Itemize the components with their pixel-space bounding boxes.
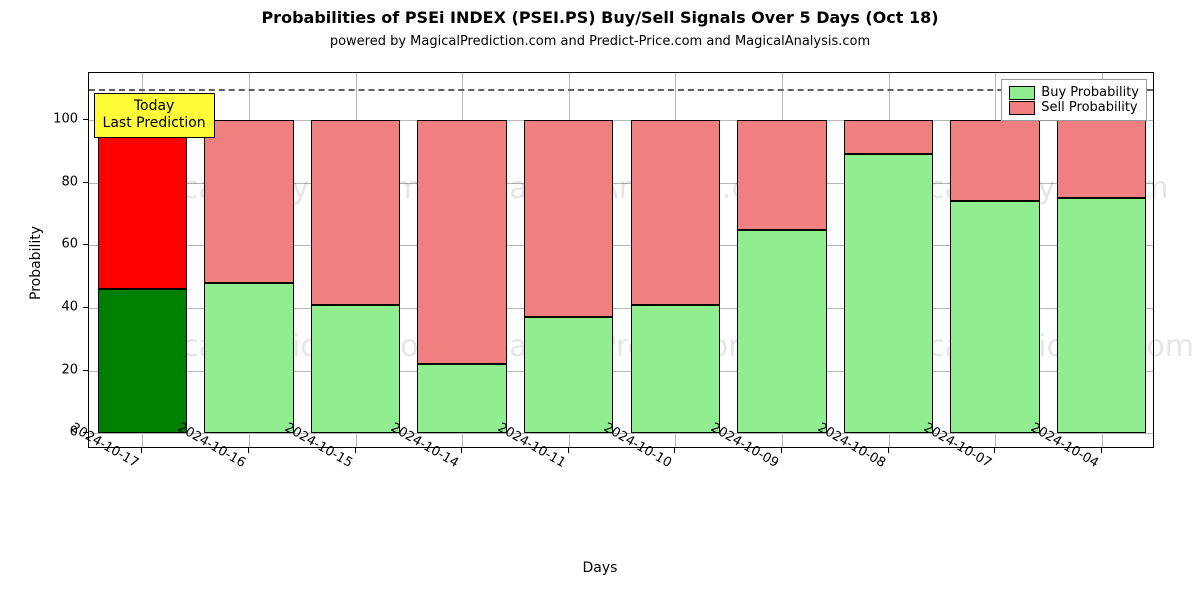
legend-swatch-buy xyxy=(1009,86,1035,100)
x-tick-mark xyxy=(461,448,462,453)
bar-buy xyxy=(98,289,188,433)
bar-sell xyxy=(524,120,614,317)
x-tick-mark xyxy=(994,448,995,453)
legend-item-buy: Buy Probability xyxy=(1009,85,1139,100)
legend-label-buy: Buy Probability xyxy=(1041,85,1139,100)
bar-buy xyxy=(844,154,934,433)
bar-sell xyxy=(417,120,507,364)
y-tick-mark xyxy=(83,307,88,308)
chart-figure: Probabilities of PSEi INDEX (PSEI.PS) Bu… xyxy=(0,0,1200,600)
y-tick-mark xyxy=(83,370,88,371)
annotation-line-1: Today xyxy=(103,98,206,116)
x-tick-mark xyxy=(248,448,249,453)
y-tick-label: 80 xyxy=(44,174,78,189)
bar-buy xyxy=(737,230,827,434)
y-tick-label: 100 xyxy=(44,112,78,127)
x-tick-mark xyxy=(888,448,889,453)
bar-sell xyxy=(98,120,188,289)
x-tick-mark xyxy=(674,448,675,453)
bar-sell xyxy=(950,120,1040,201)
legend: Buy Probability Sell Probability xyxy=(1001,79,1147,121)
bar-buy xyxy=(1057,198,1147,433)
x-tick-mark xyxy=(1101,448,1102,453)
bar-sell xyxy=(844,120,934,154)
y-tick-mark xyxy=(83,119,88,120)
threshold-line xyxy=(89,89,1153,91)
x-axis-label: Days xyxy=(0,560,1200,576)
bar-sell xyxy=(204,120,294,283)
x-tick-mark xyxy=(355,448,356,453)
bar-buy xyxy=(204,283,294,433)
chart-title: Probabilities of PSEi INDEX (PSEI.PS) Bu… xyxy=(0,8,1200,27)
plot-area: MagicalAnalysis.comMagicalAnalysis.comMa… xyxy=(88,72,1154,448)
x-tick-mark xyxy=(141,448,142,453)
y-tick-mark xyxy=(83,244,88,245)
today-annotation: Today Last Prediction xyxy=(94,93,215,138)
y-tick-label: 20 xyxy=(44,362,78,377)
annotation-line-2: Last Prediction xyxy=(103,115,206,133)
y-tick-mark xyxy=(83,182,88,183)
y-tick-label: 60 xyxy=(44,237,78,252)
x-tick-mark xyxy=(568,448,569,453)
legend-item-sell: Sell Probability xyxy=(1009,100,1139,115)
bar-buy xyxy=(950,201,1040,433)
bar-buy xyxy=(311,305,401,433)
bar-sell xyxy=(311,120,401,305)
bar-sell xyxy=(1057,120,1147,198)
bar-sell xyxy=(631,120,721,305)
bar-buy xyxy=(631,305,721,433)
legend-swatch-sell xyxy=(1009,101,1035,115)
x-tick-mark xyxy=(781,448,782,453)
legend-label-sell: Sell Probability xyxy=(1041,100,1137,115)
chart-subtitle: powered by MagicalPrediction.com and Pre… xyxy=(0,34,1200,49)
bar-sell xyxy=(737,120,827,230)
y-tick-label: 40 xyxy=(44,300,78,315)
